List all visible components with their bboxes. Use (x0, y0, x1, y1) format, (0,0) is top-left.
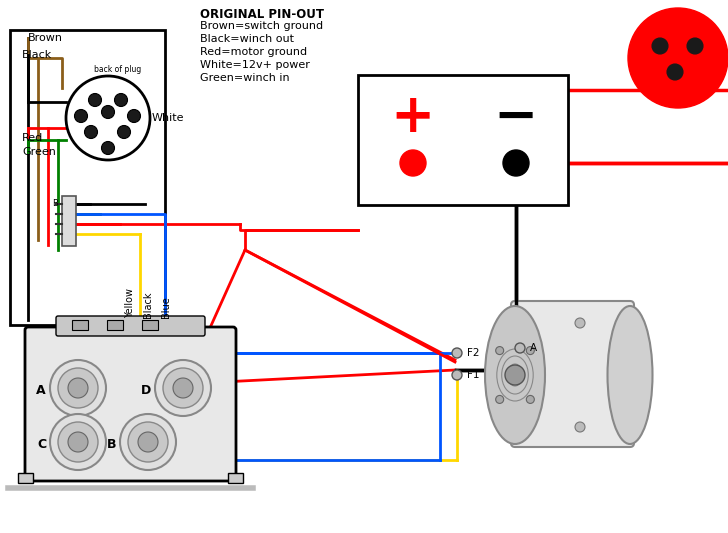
Circle shape (58, 368, 98, 408)
Text: Black=winch out: Black=winch out (200, 34, 294, 44)
Circle shape (667, 64, 683, 80)
Bar (72, 320, 88, 330)
Bar (18, 473, 33, 483)
Ellipse shape (485, 306, 545, 444)
Text: Green=winch in: Green=winch in (200, 73, 290, 83)
Text: Red=motor ground: Red=motor ground (200, 47, 307, 57)
Text: White: White (152, 113, 184, 123)
Circle shape (575, 422, 585, 432)
Circle shape (452, 370, 462, 380)
Text: D: D (141, 384, 151, 397)
Circle shape (173, 378, 193, 398)
Circle shape (84, 125, 98, 139)
Text: B: B (52, 199, 58, 208)
Text: C: C (37, 438, 46, 450)
Circle shape (66, 76, 150, 160)
Text: Green: Green (22, 147, 56, 157)
Circle shape (515, 343, 525, 353)
Text: ORIGINAL PIN-OUT: ORIGINAL PIN-OUT (200, 8, 324, 21)
Text: B: B (106, 438, 116, 450)
Bar (10, 30, 165, 325)
Circle shape (120, 414, 176, 470)
Circle shape (114, 93, 127, 107)
Circle shape (127, 109, 141, 123)
Circle shape (526, 346, 534, 354)
Circle shape (652, 38, 668, 54)
Circle shape (400, 150, 426, 176)
Circle shape (505, 365, 525, 385)
Bar (358, 75, 568, 205)
Circle shape (50, 360, 106, 416)
Circle shape (74, 109, 87, 123)
Bar (107, 320, 123, 330)
Bar (142, 320, 158, 330)
Text: F1: F1 (467, 370, 480, 380)
Text: A: A (530, 343, 537, 353)
Text: −: − (494, 91, 538, 143)
Text: Blue: Blue (161, 296, 171, 318)
Circle shape (128, 422, 168, 462)
Text: F2: F2 (467, 348, 480, 358)
Circle shape (496, 395, 504, 403)
Circle shape (101, 141, 114, 155)
FancyBboxPatch shape (511, 301, 634, 447)
FancyBboxPatch shape (25, 327, 236, 481)
Text: +: + (391, 91, 435, 143)
Circle shape (89, 93, 101, 107)
Circle shape (503, 150, 529, 176)
Text: Black: Black (143, 292, 153, 318)
Circle shape (50, 414, 106, 470)
FancyBboxPatch shape (56, 316, 205, 336)
Ellipse shape (607, 306, 652, 444)
Text: Black: Black (22, 50, 52, 60)
Circle shape (526, 395, 534, 403)
Circle shape (58, 422, 98, 462)
Circle shape (68, 432, 88, 452)
Bar (62, 196, 76, 246)
Circle shape (101, 106, 114, 118)
Text: back of plug: back of plug (95, 65, 142, 74)
Circle shape (68, 378, 88, 398)
Circle shape (452, 348, 462, 358)
Circle shape (496, 346, 504, 354)
Circle shape (163, 368, 203, 408)
Text: Brown: Brown (28, 33, 63, 43)
Circle shape (117, 125, 130, 139)
Circle shape (628, 8, 728, 108)
Circle shape (155, 360, 211, 416)
Circle shape (687, 38, 703, 54)
Text: Yellow: Yellow (125, 288, 135, 318)
Text: A: A (36, 384, 46, 397)
Text: Brown=switch ground: Brown=switch ground (200, 21, 323, 31)
Circle shape (575, 318, 585, 328)
Text: Red: Red (22, 133, 43, 143)
Circle shape (138, 432, 158, 452)
Bar (228, 473, 243, 483)
Text: White=12v+ power: White=12v+ power (200, 60, 310, 70)
